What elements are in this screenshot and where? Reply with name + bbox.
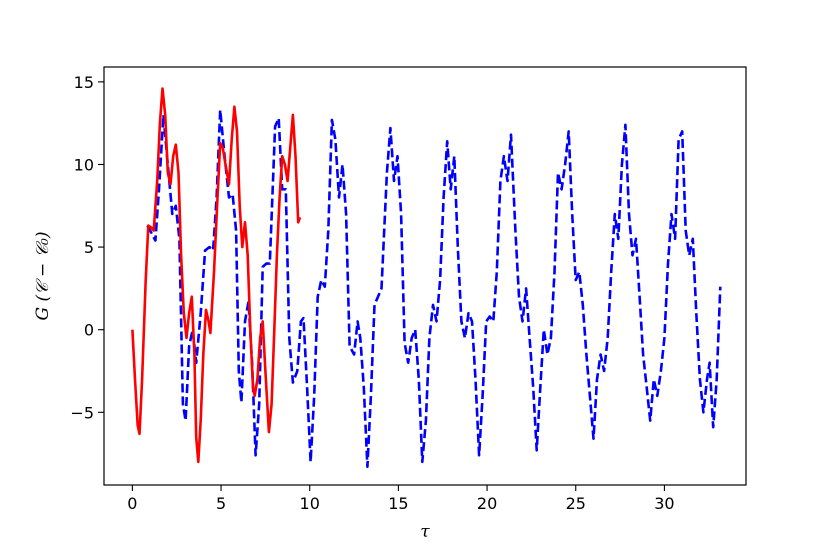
x-tick-label: 0 [127, 494, 137, 513]
y-tick-label: 5 [84, 238, 94, 257]
x-tick-label: 20 [477, 494, 497, 513]
series-line-0 [146, 108, 722, 469]
y-tick-label: −5 [70, 403, 94, 422]
plot-area [131, 87, 722, 469]
y-tick-label: 15 [74, 73, 94, 92]
y-axis-label: G (𝒞 − 𝒞₀) [33, 232, 53, 321]
x-tick-label: 25 [566, 494, 586, 513]
x-tick-label: 15 [388, 494, 408, 513]
y-tick-label: 10 [74, 155, 94, 174]
axes-frame [103, 66, 747, 486]
x-tick-label: 10 [300, 494, 320, 513]
series-line-1 [131, 87, 302, 464]
axis-ticks: 0 5 10 15 20 25 30 −5 0 5 10 15 [70, 73, 674, 513]
x-tick-label: 30 [654, 494, 674, 513]
x-axis-label: τ [420, 522, 430, 542]
y-tick-label: 0 [84, 321, 94, 340]
x-tick-label: 5 [216, 494, 226, 513]
